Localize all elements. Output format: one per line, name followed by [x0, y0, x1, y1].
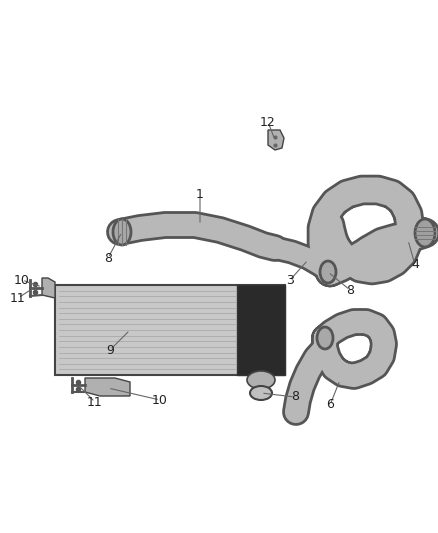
- Polygon shape: [85, 378, 130, 396]
- Text: 3: 3: [286, 273, 294, 287]
- Text: 11: 11: [10, 292, 26, 304]
- Text: 8: 8: [291, 391, 299, 403]
- Text: 1: 1: [196, 189, 204, 201]
- Text: 12: 12: [260, 116, 276, 128]
- Text: 11: 11: [87, 395, 103, 408]
- Text: 8: 8: [104, 252, 112, 264]
- Ellipse shape: [113, 219, 131, 245]
- Text: 10: 10: [14, 273, 30, 287]
- Text: 9: 9: [106, 343, 114, 357]
- Polygon shape: [42, 278, 55, 298]
- Polygon shape: [268, 130, 284, 150]
- Ellipse shape: [320, 261, 336, 283]
- Bar: [55, 285, 285, 375]
- Bar: [237, 285, 285, 375]
- Ellipse shape: [317, 327, 333, 349]
- Text: 4: 4: [411, 259, 419, 271]
- Ellipse shape: [415, 219, 435, 247]
- Text: 8: 8: [346, 284, 354, 296]
- Text: 10: 10: [152, 393, 168, 407]
- Ellipse shape: [247, 371, 275, 389]
- Text: 6: 6: [326, 399, 334, 411]
- Ellipse shape: [250, 386, 272, 400]
